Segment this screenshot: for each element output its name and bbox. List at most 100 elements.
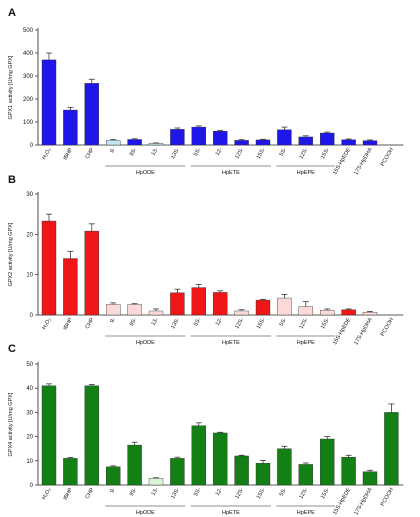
category-label: CHP	[85, 487, 96, 500]
bar	[127, 444, 142, 486]
group-label: HpETE	[222, 340, 240, 346]
bar	[41, 385, 57, 486]
bar	[234, 455, 249, 486]
category-label: 15S-HpEDE	[332, 317, 352, 346]
y-tick-label: 10	[26, 273, 33, 279]
category-label: 13S-	[170, 317, 181, 330]
category-label: CHP	[85, 317, 96, 330]
category-label: 17S-HpDHA	[353, 487, 373, 516]
y-tick-label: 30	[26, 192, 33, 198]
bar	[320, 132, 335, 146]
group-label: HpEPE	[297, 510, 315, 516]
category-label: 12-	[215, 487, 224, 497]
category-label: 12-	[215, 147, 224, 157]
y-tick-label: 100	[23, 120, 34, 126]
category-label: 9S-	[129, 147, 139, 158]
bar	[362, 311, 378, 316]
bar	[298, 136, 313, 146]
category-label: 15S-	[320, 487, 331, 500]
bar	[84, 385, 100, 486]
category-label: 15S-	[256, 147, 267, 160]
chart-panel-a: A GPX1 activity [U/mg GPX] 0 100 200 300 400 50…	[8, 7, 404, 176]
category-label: 12S-	[299, 487, 310, 500]
bar	[255, 299, 271, 316]
group-label: HpODE	[136, 170, 155, 176]
bar	[63, 458, 78, 486]
category-label: 12S-	[234, 147, 245, 160]
group-label: HpEPE	[297, 170, 315, 176]
panel-letter: C	[8, 343, 16, 355]
bar	[84, 83, 100, 146]
category-label: tBHP	[63, 147, 75, 161]
category-label: 12S-	[234, 317, 245, 330]
category-label: PCOOH	[380, 487, 395, 507]
bar	[234, 140, 249, 146]
bar	[255, 463, 271, 486]
bar	[212, 292, 228, 316]
y-axis-label: GPX1 activity [U/mg GPX]	[8, 55, 14, 119]
category-label: 12S-	[234, 487, 245, 500]
bar	[362, 140, 378, 146]
category-label: 15S-	[256, 317, 267, 330]
category-label: 15S-	[256, 487, 267, 500]
bar	[320, 309, 335, 316]
category-label: 5S-	[279, 147, 289, 158]
category-label: 9S-	[129, 317, 139, 328]
bar	[298, 306, 313, 316]
bar	[191, 425, 207, 486]
y-tick-label: 30	[26, 410, 33, 416]
category-label: 15S-	[320, 147, 331, 160]
category-label: 9-	[109, 487, 117, 494]
category-label: CHP	[85, 147, 96, 160]
panel-letter: A	[8, 7, 16, 19]
category-label: 12-	[215, 317, 224, 327]
category-label: 5S-	[193, 487, 203, 498]
bar	[170, 129, 185, 146]
category-label: 13-	[151, 147, 160, 157]
category-label: 13S-	[170, 487, 181, 500]
bar	[148, 310, 164, 316]
category-label: 5S-	[193, 147, 203, 158]
bar	[41, 220, 57, 316]
bar	[63, 109, 78, 146]
bar	[41, 59, 57, 146]
group-label: HpETE	[222, 170, 240, 176]
bar	[170, 458, 185, 486]
category-label: 13-	[151, 487, 160, 497]
y-tick-label: 20	[26, 232, 33, 238]
bar	[277, 129, 292, 146]
group-label: HpODE	[136, 510, 155, 516]
y-axis-label: GPX2 activity [U/mg GPX]	[8, 222, 14, 286]
bar	[127, 139, 142, 146]
bar	[127, 304, 142, 316]
bar	[320, 438, 335, 486]
category-label: H₂O₂	[41, 317, 52, 331]
group-label: HpODE	[136, 340, 155, 346]
category-label: 15S-HpEDE	[332, 147, 352, 176]
category-label: 12S-	[299, 147, 310, 160]
category-label: 5S-	[279, 487, 289, 498]
bar	[63, 258, 78, 316]
category-label: 17S-HpDHA	[353, 317, 373, 346]
y-tick-label: 300	[23, 74, 34, 80]
category-label: 9-	[109, 147, 117, 154]
y-tick-label: 50	[26, 362, 33, 368]
bar	[191, 287, 207, 316]
category-label: PCOOH	[380, 317, 395, 337]
y-tick-label: 400	[23, 51, 34, 57]
chart-panel-c: C GPX4 activity [U/mg GPX] 0 10 20 30 40 50 H₂O₂…	[8, 343, 404, 516]
category-label: H₂O₂	[41, 487, 52, 501]
category-label: PCOOH	[380, 147, 395, 167]
category-label: H₂O₂	[41, 147, 52, 161]
category-label: tBHP	[63, 317, 75, 331]
category-label: 12S-	[299, 317, 310, 330]
bar	[84, 230, 100, 316]
y-tick-label: 20	[26, 435, 33, 441]
bar	[105, 304, 121, 316]
y-tick-label: 0	[30, 313, 34, 319]
y-tick-label: 0	[30, 143, 34, 149]
category-label: 5S-	[193, 317, 203, 328]
bar	[105, 466, 121, 486]
